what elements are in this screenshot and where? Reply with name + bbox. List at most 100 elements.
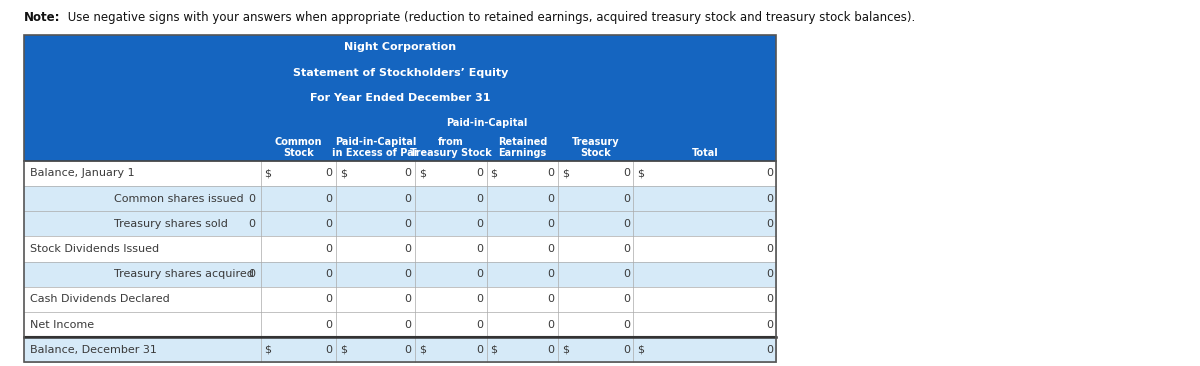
Text: 0: 0	[547, 269, 554, 279]
Text: $: $	[340, 168, 347, 178]
Text: Total: Total	[691, 148, 719, 158]
Text: 0: 0	[623, 219, 630, 229]
Text: 0: 0	[476, 320, 484, 329]
Text: 0: 0	[476, 194, 484, 203]
Text: $: $	[419, 345, 426, 355]
Text: $: $	[340, 345, 347, 355]
Text: For Year Ended December 31: For Year Ended December 31	[310, 93, 491, 103]
Text: Stock Dividends Issued: Stock Dividends Issued	[30, 244, 160, 254]
Text: Balance, January 1: Balance, January 1	[30, 168, 134, 178]
Text: 0: 0	[547, 345, 554, 355]
Text: $: $	[562, 345, 569, 355]
Text: Retained: Retained	[498, 137, 547, 147]
Text: 0: 0	[547, 168, 554, 178]
Text: 0: 0	[547, 320, 554, 329]
Bar	[24, 85, 776, 111]
Text: 0: 0	[766, 194, 773, 203]
Text: 0: 0	[404, 244, 412, 254]
Text: 0: 0	[404, 320, 412, 329]
Text: 0: 0	[325, 168, 332, 178]
Text: Earnings: Earnings	[498, 148, 546, 158]
Text: 0: 0	[623, 269, 630, 279]
Text: 0: 0	[248, 194, 256, 203]
Text: 0: 0	[766, 219, 773, 229]
Bar	[24, 236, 776, 262]
Text: $: $	[637, 168, 644, 178]
Text: Cash Dividends Declared: Cash Dividends Declared	[30, 294, 169, 305]
Bar	[24, 161, 776, 186]
Bar	[24, 262, 776, 287]
Bar	[24, 337, 776, 362]
Text: $: $	[491, 345, 497, 355]
Text: Use negative signs with your answers when appropriate (reduction to retained ear: Use negative signs with your answers whe…	[64, 11, 914, 24]
Text: 0: 0	[404, 294, 412, 305]
Text: 0: 0	[547, 194, 554, 203]
Text: Stock: Stock	[283, 148, 314, 158]
Text: Treasury: Treasury	[572, 137, 619, 147]
Text: $: $	[265, 345, 271, 355]
Text: Net Income: Net Income	[30, 320, 94, 329]
Text: 0: 0	[623, 320, 630, 329]
Text: 0: 0	[404, 194, 412, 203]
Bar	[24, 211, 776, 236]
Bar	[24, 35, 776, 60]
Text: $: $	[637, 345, 644, 355]
Text: $: $	[419, 168, 426, 178]
Text: 0: 0	[325, 345, 332, 355]
Text: 0: 0	[766, 294, 773, 305]
Bar	[24, 287, 776, 312]
Text: Common shares issued: Common shares issued	[114, 194, 244, 203]
Text: 0: 0	[766, 320, 773, 329]
Text: 0: 0	[476, 219, 484, 229]
Text: 0: 0	[404, 345, 412, 355]
Text: 0: 0	[623, 194, 630, 203]
Text: Stock: Stock	[581, 148, 611, 158]
Text: Common: Common	[275, 137, 323, 147]
Text: 0: 0	[248, 219, 256, 229]
Text: from: from	[438, 137, 464, 147]
Text: 0: 0	[404, 168, 412, 178]
Text: 0: 0	[766, 345, 773, 355]
Text: 0: 0	[623, 244, 630, 254]
Text: Treasury shares sold: Treasury shares sold	[114, 219, 228, 229]
Text: 0: 0	[547, 244, 554, 254]
Text: 0: 0	[325, 269, 332, 279]
Text: $: $	[491, 168, 497, 178]
Bar	[24, 135, 776, 161]
Text: Statement of Stockholders’ Equity: Statement of Stockholders’ Equity	[293, 68, 508, 78]
Bar	[24, 186, 776, 211]
Bar	[24, 111, 776, 135]
Text: 0: 0	[623, 345, 630, 355]
Text: 0: 0	[325, 294, 332, 305]
Text: 0: 0	[476, 294, 484, 305]
Bar	[24, 60, 776, 85]
Text: 0: 0	[325, 194, 332, 203]
Text: 0: 0	[766, 168, 773, 178]
Text: Night Corporation: Night Corporation	[344, 42, 456, 52]
Text: Paid-in-Capital: Paid-in-Capital	[335, 137, 416, 147]
Text: 0: 0	[476, 244, 484, 254]
Text: 0: 0	[476, 168, 484, 178]
Text: 0: 0	[248, 269, 256, 279]
Text: 0: 0	[766, 269, 773, 279]
Text: 0: 0	[325, 219, 332, 229]
Text: Paid-in-Capital: Paid-in-Capital	[446, 118, 528, 128]
Text: 0: 0	[623, 168, 630, 178]
Text: 0: 0	[547, 294, 554, 305]
Bar	[24, 35, 776, 362]
Text: Treasury Stock: Treasury Stock	[410, 148, 492, 158]
Text: 0: 0	[476, 345, 484, 355]
Text: 0: 0	[325, 320, 332, 329]
Bar	[24, 312, 776, 337]
Text: Treasury shares acquired: Treasury shares acquired	[114, 269, 254, 279]
Text: 0: 0	[325, 244, 332, 254]
Text: 0: 0	[404, 219, 412, 229]
Text: Balance, December 31: Balance, December 31	[30, 345, 157, 355]
Text: 0: 0	[623, 294, 630, 305]
Text: 0: 0	[547, 219, 554, 229]
Text: Note:: Note:	[24, 11, 60, 24]
Text: 0: 0	[404, 269, 412, 279]
Text: 0: 0	[766, 244, 773, 254]
Text: in Excess of Par: in Excess of Par	[332, 148, 419, 158]
Text: $: $	[265, 168, 271, 178]
